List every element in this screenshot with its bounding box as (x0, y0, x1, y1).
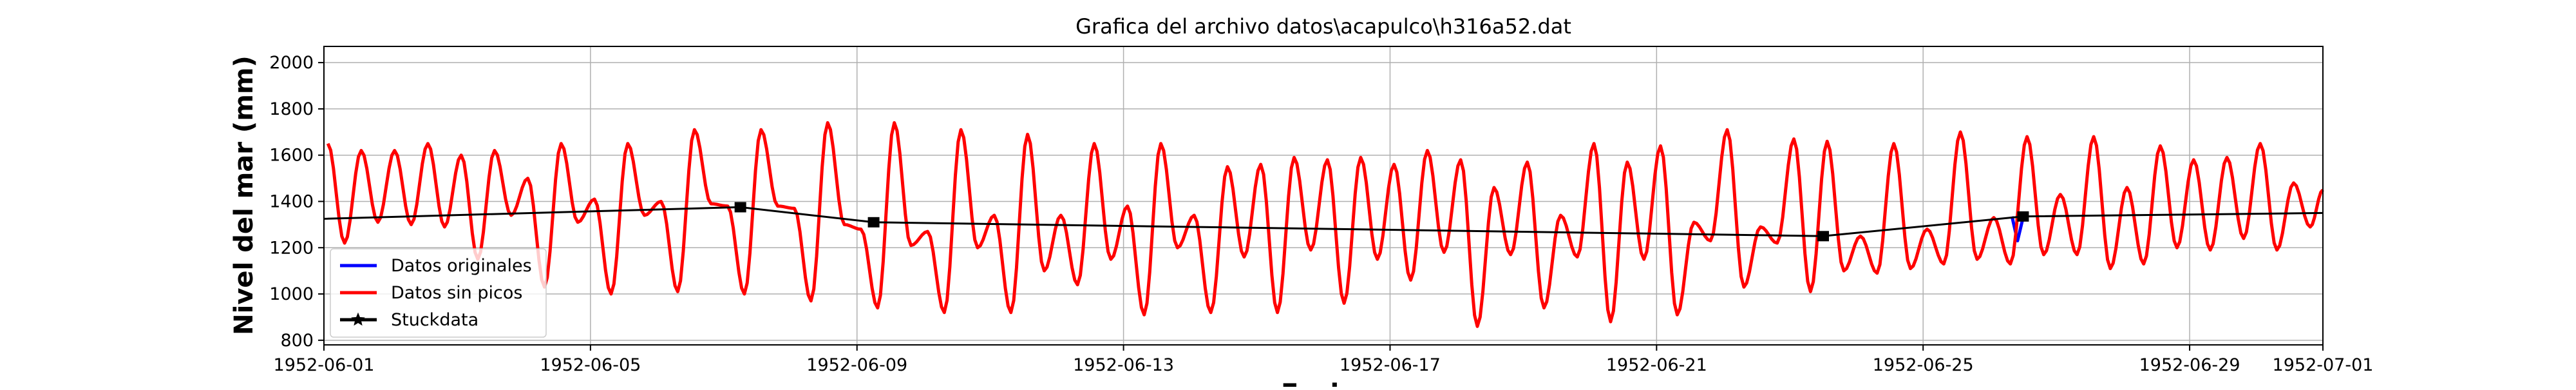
legend-star-icon (351, 312, 365, 326)
x-tick-label: 1952-06-05 (540, 355, 641, 375)
plot-frame (323, 46, 2324, 346)
x-tick-label: 1952-06-01 (274, 355, 375, 375)
stuckdata-marker (1817, 231, 1829, 242)
x-tick-label: 1952-06-13 (1073, 355, 1174, 375)
legend: Datos originales Datos sin picos Stuckdata (330, 248, 547, 338)
x-tick-label: 1952-06-09 (806, 355, 907, 375)
x-axis-label: Fecha (1281, 379, 1366, 387)
stuckdata-marker (867, 217, 880, 228)
series-line-stuckdata (323, 206, 2324, 237)
series-line-datos-originales (2010, 216, 2025, 242)
x-tick-label: 1952-06-29 (2139, 355, 2240, 375)
legend-label: Datos originales (391, 256, 532, 276)
y-tick-label: 2000 (269, 53, 314, 73)
y-tick-label: 800 (280, 331, 314, 351)
x-tick-label: 1952-06-21 (1606, 355, 1707, 375)
series-line-datos-sin-picos (326, 121, 2324, 328)
y-tick-label: 1600 (269, 146, 314, 166)
chart-title: Grafica del archivo datos\acapulco\h316a… (1075, 14, 1571, 39)
y-axis-label: Nivel del mar (mm) (229, 55, 259, 335)
y-tick-label: 1800 (269, 99, 314, 119)
grid-lines (323, 46, 2324, 345)
stuckdata-marker (734, 202, 746, 213)
axis-ticks: 800 1000 1200 1400 1600 1800 2000 1952-06-01 195… (269, 53, 2373, 375)
legend-frame (330, 248, 547, 338)
plot-series (323, 121, 2324, 328)
x-tick-label: 1952-07-01 (2273, 355, 2374, 375)
legend-label: Stuckdata (391, 310, 478, 330)
y-tick-label: 1000 (269, 284, 314, 304)
x-tick-label: 1952-06-25 (1873, 355, 1974, 375)
legend-label: Datos sin picos (391, 283, 522, 303)
x-tick-label: 1952-06-17 (1340, 355, 1441, 375)
y-tick-label: 1200 (269, 238, 314, 258)
stuckdata-marker (2017, 211, 2029, 222)
y-tick-label: 1400 (269, 191, 314, 211)
